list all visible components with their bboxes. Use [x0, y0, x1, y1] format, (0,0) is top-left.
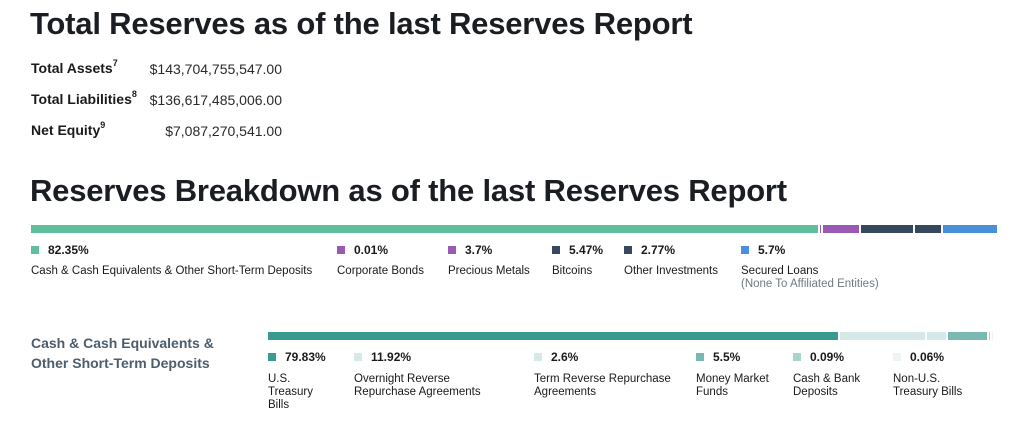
cash-breakdown-heading: Cash & Cash Equivalents & Other Short-Te… [31, 335, 214, 371]
bar-segment-3 [860, 225, 913, 233]
bar-segment-2 [823, 225, 859, 233]
money-market-funds-swatch [696, 353, 704, 361]
cash-item-money-market-funds: 5.5% Money Market Funds [696, 350, 769, 398]
net-equity-label: Net Equity9 [31, 120, 106, 138]
non-us-treasury-bills-swatch [893, 353, 901, 361]
bitcoins-swatch [552, 246, 560, 254]
total-liabilities-value: $136,617,485,006.00 [149, 92, 282, 108]
net-equity-value: $7,087,270,541.00 [165, 123, 282, 139]
reserves-breakdown-bar [31, 225, 997, 233]
total-reserves-title: Total Reserves as of the last Reserves R… [30, 6, 693, 41]
legend-item-other-investments: 2.77% Other Investments [624, 243, 718, 277]
cash-breakdown-bar [268, 332, 992, 340]
cash-item-term-reverse-repo: 2.6% Term Reverse Repurchase Agreements [534, 350, 671, 398]
precious-metals-swatch [448, 246, 456, 254]
legend-item-secured-loans: 5.7% Secured Loans (None To Affiliated E… [741, 243, 879, 290]
bar-segment-3 [947, 332, 987, 340]
cash-item-cash-bank-deposits: 0.09% Cash & Bank Deposits [793, 350, 861, 398]
reserves-breakdown-title: Reserves Breakdown as of the last Reserv… [30, 173, 787, 208]
bar-segment-1 [839, 332, 926, 340]
cash-item-non-us-treasury-bills: 0.06% Non-U.S. Treasury Bills [893, 350, 963, 398]
overnight-reverse-repo-swatch [354, 353, 362, 361]
secured-loans-swatch [741, 246, 749, 254]
legend-item-cash: 82.35% Cash & Cash Equivalents & Other S… [31, 243, 313, 277]
corporate-bonds-swatch [337, 246, 345, 254]
legend-item-precious-metals: 3.7% Precious Metals [448, 243, 530, 277]
term-reverse-repo-swatch [534, 353, 542, 361]
bar-segment-0 [268, 332, 838, 340]
legend-item-corporate-bonds: 0.01% Corporate Bonds [337, 243, 424, 277]
legend-item-bitcoins: 5.47% Bitcoins [552, 243, 604, 277]
bar-segment-4 [988, 332, 990, 340]
cash-bank-deposits-swatch [793, 353, 801, 361]
cash-swatch [31, 246, 39, 254]
total-liabilities-label: Total Liabilities8 [31, 89, 137, 107]
bar-segment-0 [31, 225, 819, 233]
total-assets-label: Total Assets7 [31, 58, 118, 76]
total-assets-value: $143,704,755,547.00 [149, 61, 282, 77]
bar-segment-5 [943, 225, 997, 233]
bar-segment-2 [927, 332, 946, 340]
other-investments-swatch [624, 246, 632, 254]
bar-segment-1 [820, 225, 822, 233]
cash-item-us-treasury-bills: 79.83% U.S. Treasury Bills [268, 350, 326, 411]
cash-item-overnight-reverse-repo: 11.92% Overnight Reverse Repurchase Agre… [354, 350, 481, 398]
bar-segment-4 [914, 225, 942, 233]
us-treasury-bills-swatch [268, 353, 276, 361]
